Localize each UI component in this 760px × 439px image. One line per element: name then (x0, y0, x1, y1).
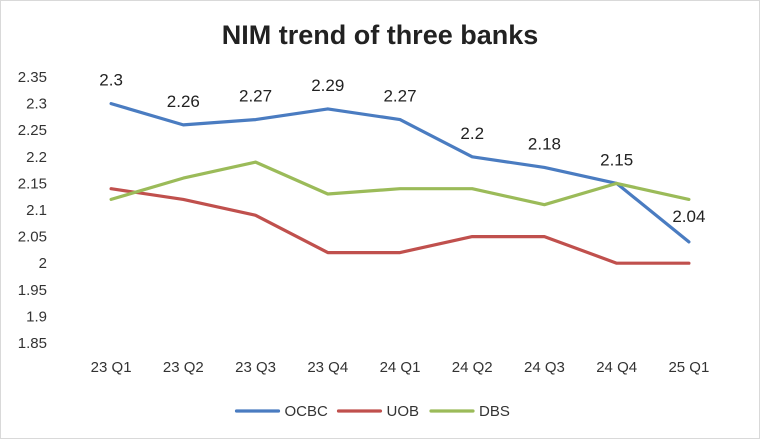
x-tick-label: 23 Q4 (307, 359, 348, 376)
y-tick-label: 2.1 (26, 202, 47, 219)
series-line-ocbc (109, 101, 691, 244)
y-tick-label: 2.05 (18, 229, 47, 246)
data-label: 2.2 (460, 124, 484, 143)
series-line-dbs (109, 160, 691, 207)
data-label: 2.27 (239, 87, 272, 106)
data-label: 2.27 (383, 87, 416, 106)
x-tick-label: 24 Q2 (452, 359, 493, 376)
data-label: 2.3 (99, 71, 123, 90)
data-label: 2.15 (600, 150, 633, 169)
data-label: 2.29 (311, 76, 344, 95)
data-labels: 2.3 2.26 2.27 2.29 2.27 2.2 2.18 2.15 2.04 (99, 71, 705, 226)
series-group (109, 101, 691, 265)
y-tick-label: 2.35 (18, 69, 47, 86)
y-axis: 1.85 1.9 1.95 2 2.05 2.1 2.15 2.2 2.25 2.3 2.35 (18, 69, 47, 352)
x-tick-label: 23 Q1 (91, 359, 132, 376)
legend-label-uob: UOB (387, 403, 420, 420)
chart-title: NIM trend of three banks (222, 20, 539, 50)
x-axis: 23 Q1 23 Q2 23 Q3 23 Q4 24 Q1 24 Q2 24 Q3 24 Q4… (91, 359, 710, 376)
x-tick-label: 24 Q1 (380, 359, 421, 376)
data-label: 2.18 (528, 134, 561, 153)
y-tick-label: 2.15 (18, 175, 47, 192)
legend: OCBC UOB DBS (234, 403, 510, 420)
legend-label-ocbc: OCBC (285, 403, 329, 420)
y-tick-label: 2.25 (18, 122, 47, 139)
x-tick-label: 24 Q3 (524, 359, 565, 376)
y-tick-label: 2.2 (26, 149, 47, 166)
y-tick-label: 2.3 (26, 96, 47, 113)
y-tick-label: 1.9 (26, 308, 47, 325)
legend-label-dbs: DBS (479, 403, 510, 420)
x-tick-label: 25 Q1 (668, 359, 709, 376)
y-tick-label: 1.95 (18, 282, 47, 299)
series-line-uob (109, 187, 691, 265)
x-tick-label: 23 Q2 (163, 359, 204, 376)
y-tick-label: 1.85 (18, 335, 47, 352)
y-tick-label: 2 (39, 255, 47, 272)
data-label: 2.04 (672, 207, 705, 226)
x-tick-label: 23 Q3 (235, 359, 276, 376)
data-label: 2.26 (167, 92, 200, 111)
x-tick-label: 24 Q4 (596, 359, 637, 376)
